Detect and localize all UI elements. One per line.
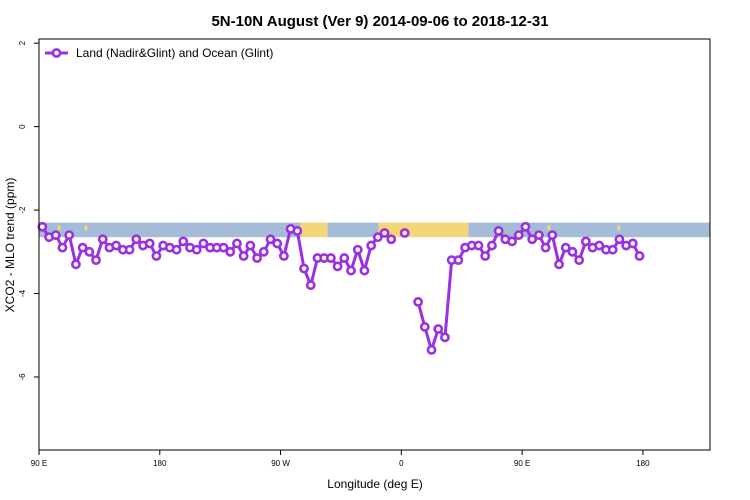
map-island — [57, 224, 61, 231]
y-tick-label: -6 — [18, 373, 27, 381]
data-point — [607, 244, 618, 255]
data-point — [493, 226, 504, 236]
data-point — [399, 228, 410, 238]
data-point — [520, 221, 531, 232]
data-point — [91, 255, 101, 266]
data-point — [225, 246, 236, 257]
x-tick-label: 0 — [399, 459, 404, 468]
data-point — [507, 236, 517, 247]
chart-title: 5N-10N August (Ver 9) 2014-09-06 to 2018… — [211, 13, 548, 30]
data-point — [359, 265, 370, 276]
x-tick-label: 90 W — [271, 459, 290, 468]
data-point — [527, 234, 538, 245]
data-point — [473, 240, 484, 251]
data-point — [37, 221, 48, 232]
map-island — [84, 224, 88, 231]
y-tick-label: -4 — [18, 289, 27, 297]
data-point — [346, 265, 356, 276]
map-segment-ocean — [39, 222, 301, 238]
y-axis-label: XCO2 - MLO trend (ppm) — [3, 178, 17, 313]
data-point — [111, 240, 122, 251]
data-point — [594, 240, 605, 251]
map-island — [547, 224, 551, 231]
data-point — [433, 324, 444, 334]
legend-marker — [51, 48, 62, 58]
data-point — [574, 255, 585, 266]
data-point — [413, 296, 424, 307]
data-point — [325, 253, 336, 263]
data-point — [419, 322, 430, 332]
data-point — [265, 234, 276, 245]
legend: Land (Nadir&Glint) and Ocean (Glint) — [45, 46, 273, 60]
data-point — [379, 228, 390, 238]
data-point — [366, 240, 377, 251]
data-point — [627, 238, 638, 249]
legend-label: Land (Nadir&Glint) and Ocean (Glint) — [76, 46, 273, 60]
x-tick-label: 90 E — [31, 459, 47, 468]
data-point — [352, 244, 363, 255]
x-tick-label: 180 — [636, 459, 650, 468]
map-segment-land — [300, 222, 328, 238]
y-tick-label: 0 — [18, 124, 27, 129]
x-axis-label: Longitude (deg E) — [327, 477, 422, 491]
data-point — [245, 240, 256, 251]
plot-frame — [38, 38, 711, 451]
data-point — [50, 230, 61, 241]
data-point — [480, 251, 491, 261]
y-axis: 2 0 -2 -4 -6 — [18, 40, 39, 381]
x-axis: 90 E 180 90 W 0 90 E 180 — [31, 450, 650, 468]
x-tick-label: 180 — [153, 459, 167, 468]
data-point — [84, 246, 95, 257]
data-point — [57, 242, 68, 253]
data-point — [372, 232, 383, 243]
data-point — [198, 238, 209, 249]
data-point — [218, 242, 229, 253]
data-point — [144, 238, 155, 249]
data-point — [513, 230, 524, 241]
data-point — [580, 236, 591, 247]
data-point — [440, 332, 450, 343]
data-point — [232, 238, 242, 249]
y-tick-label: 2 — [18, 40, 27, 45]
data-point — [339, 253, 350, 263]
data-point — [71, 259, 81, 270]
data-point — [171, 244, 182, 255]
data-point — [305, 280, 316, 291]
data-point — [567, 246, 578, 257]
data-point — [124, 244, 135, 255]
data-point — [540, 242, 551, 253]
data-point — [487, 240, 497, 251]
data-point — [252, 253, 262, 263]
data-point — [299, 263, 309, 274]
series-layer — [37, 221, 645, 355]
y-tick-label: -2 — [18, 206, 27, 214]
data-point — [191, 244, 202, 255]
data-point — [292, 226, 303, 236]
map-segment-ocean — [327, 222, 379, 238]
data-point — [178, 236, 189, 247]
data-point — [453, 255, 464, 266]
data-point — [258, 246, 269, 257]
data-point — [386, 234, 397, 245]
data-point — [547, 230, 558, 241]
data-point — [279, 251, 289, 261]
data-point — [634, 251, 645, 261]
data-point — [272, 238, 283, 249]
data-point — [533, 230, 544, 241]
data-point — [77, 242, 88, 253]
data-point — [97, 234, 108, 245]
map-island — [617, 224, 621, 231]
data-point — [131, 234, 142, 245]
data-point — [426, 344, 437, 355]
x-tick-label: 90 E — [514, 459, 530, 468]
data-point — [64, 230, 75, 241]
data-point — [560, 242, 571, 253]
data-point — [238, 251, 249, 261]
data-point — [151, 251, 162, 261]
data-point — [554, 259, 564, 270]
data-point — [332, 261, 343, 272]
data-point — [614, 234, 625, 245]
